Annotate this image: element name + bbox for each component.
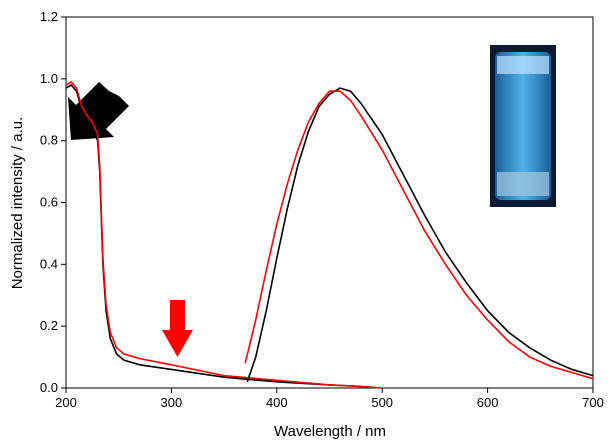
data-line bbox=[246, 87, 594, 383]
y-tick-label: 0.6 bbox=[40, 195, 58, 210]
y-tick-label: 0.0 bbox=[40, 380, 58, 395]
inset-photo bbox=[490, 45, 556, 207]
x-tick-label: 200 bbox=[55, 395, 77, 410]
x-tick-label: 300 bbox=[161, 395, 183, 410]
arrows bbox=[68, 82, 193, 357]
y-tick-label: 1.0 bbox=[40, 71, 58, 86]
x-tick-label: 600 bbox=[477, 395, 499, 410]
x-tick-label: 500 bbox=[371, 395, 393, 410]
x-axis-label: Wavelength / nm bbox=[274, 423, 386, 440]
data-line bbox=[244, 90, 594, 380]
data-line bbox=[65, 80, 383, 389]
y-tick-label: 1.2 bbox=[40, 9, 58, 24]
y-axis-label: Normalized intensity / a.u. bbox=[9, 117, 26, 290]
x-tick-label: 700 bbox=[582, 395, 604, 410]
y-tick-label: 0.4 bbox=[40, 256, 58, 271]
data-line bbox=[65, 83, 362, 388]
y-tick-label: 0.8 bbox=[40, 133, 58, 148]
x-tick-label: 400 bbox=[266, 395, 288, 410]
y-tick-label: 0.2 bbox=[40, 318, 58, 333]
